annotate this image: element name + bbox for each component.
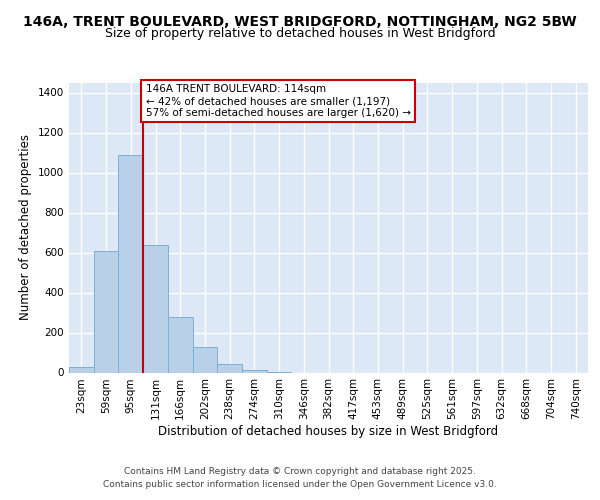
Bar bbox=[118, 154, 143, 372]
Bar bbox=[242, 370, 267, 372]
Bar bbox=[143, 244, 168, 372]
Text: Contains public sector information licensed under the Open Government Licence v3: Contains public sector information licen… bbox=[103, 480, 497, 489]
Bar bbox=[94, 250, 118, 372]
Bar bbox=[168, 316, 193, 372]
X-axis label: Distribution of detached houses by size in West Bridgford: Distribution of detached houses by size … bbox=[158, 425, 499, 438]
Text: 146A TRENT BOULEVARD: 114sqm
← 42% of detached houses are smaller (1,197)
57% of: 146A TRENT BOULEVARD: 114sqm ← 42% of de… bbox=[146, 84, 410, 117]
Text: Size of property relative to detached houses in West Bridgford: Size of property relative to detached ho… bbox=[104, 28, 496, 40]
Text: 146A, TRENT BOULEVARD, WEST BRIDGFORD, NOTTINGHAM, NG2 5BW: 146A, TRENT BOULEVARD, WEST BRIDGFORD, N… bbox=[23, 15, 577, 29]
Bar bbox=[193, 346, 217, 372]
Text: Contains HM Land Registry data © Crown copyright and database right 2025.: Contains HM Land Registry data © Crown c… bbox=[124, 467, 476, 476]
Bar bbox=[69, 366, 94, 372]
Y-axis label: Number of detached properties: Number of detached properties bbox=[19, 134, 32, 320]
Bar bbox=[217, 364, 242, 372]
